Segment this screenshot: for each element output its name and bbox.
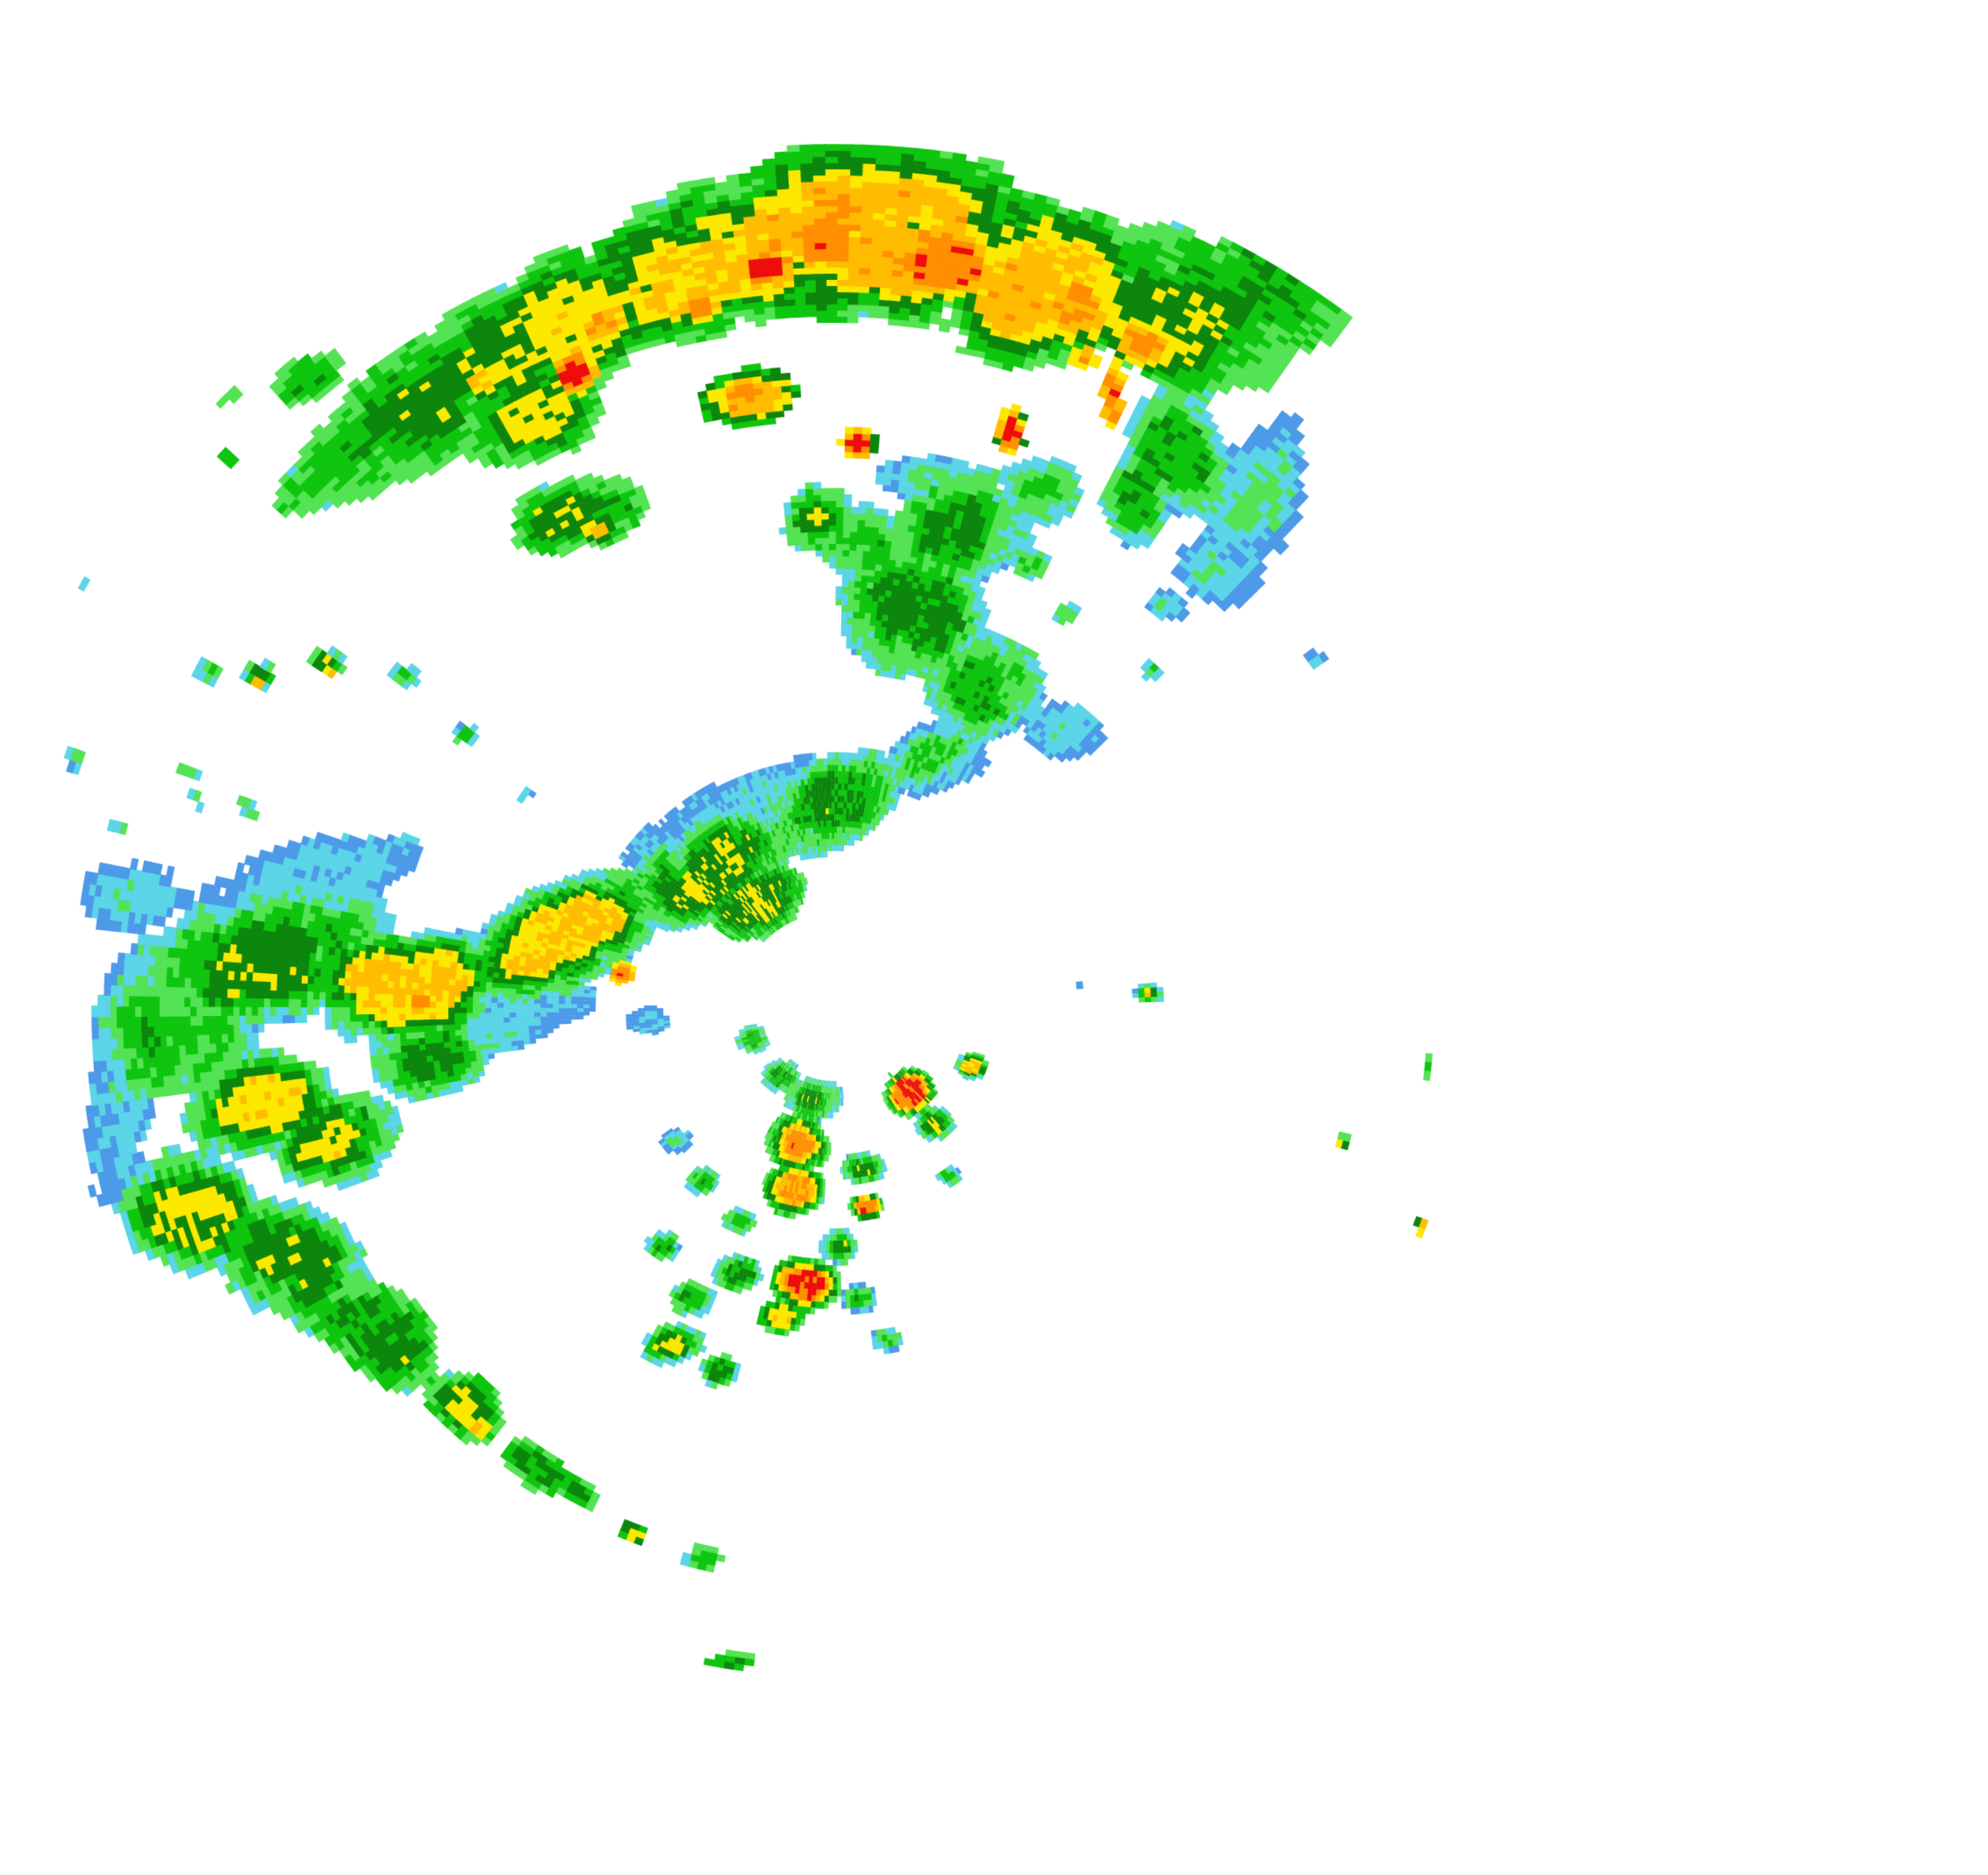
weather-radar-image [0, 0, 1988, 1875]
radar-precipitation-canvas [0, 0, 1988, 1875]
